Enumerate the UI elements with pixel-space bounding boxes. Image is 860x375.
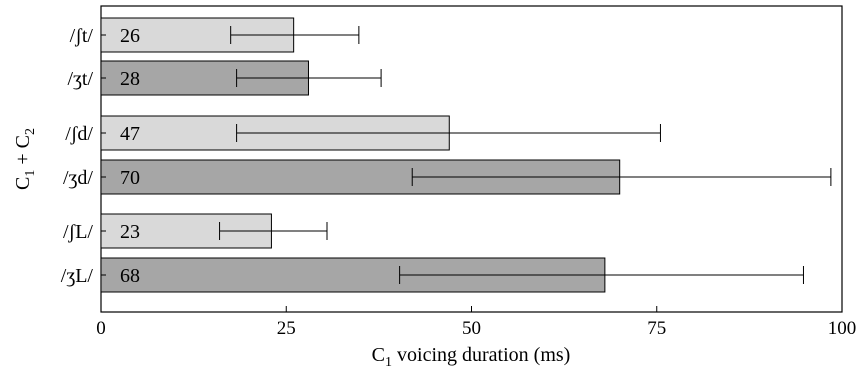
x-tick-label: 100 [828,318,857,339]
y-axis-title: C1 + C2 [12,128,38,190]
x-axis: 0 25 50 75 100 [96,306,856,339]
x-tick-label: 75 [647,318,666,339]
y-tick-label: /ʃL/ [63,221,93,243]
value-label: 23 [120,221,140,243]
y-tick-label: /ʒL/ [61,265,94,287]
x-tick-label: 0 [96,318,106,339]
x-axis-title: C1 voicing duration (ms) [372,344,571,370]
value-label: 47 [120,123,140,145]
y-tick-labels-group: /ʃt/ /ʒt/ /ʃd/ /ʒd/ /ʃL/ /ʒL/ [61,25,106,287]
y-title-subscript-1: 1 [23,170,38,177]
x-tick-label: 25 [277,318,296,339]
x-title-rest: voicing duration (ms) [392,344,570,366]
x-tick-label: 50 [462,318,481,339]
y-tick-label: /ʒd/ [63,167,93,189]
x-title-main: C [372,344,385,366]
y-title-middle: + C [12,135,34,170]
error-bars-group [219,26,832,284]
y-title-main: C [12,177,34,190]
value-label: 70 [120,167,140,189]
value-label: 26 [120,25,140,47]
bars-group [100,17,621,293]
x-title-subscript: 1 [385,355,392,370]
y-tick-label: /ʃt/ [70,25,94,47]
value-label: 68 [120,265,140,287]
y-tick-label: /ʒt/ [67,68,93,90]
value-label: 28 [120,68,140,90]
y-tick-label: /ʃd/ [65,123,93,145]
y-title-subscript-2: 2 [23,128,38,135]
value-labels-group: 26 28 47 70 23 68 [120,25,140,287]
